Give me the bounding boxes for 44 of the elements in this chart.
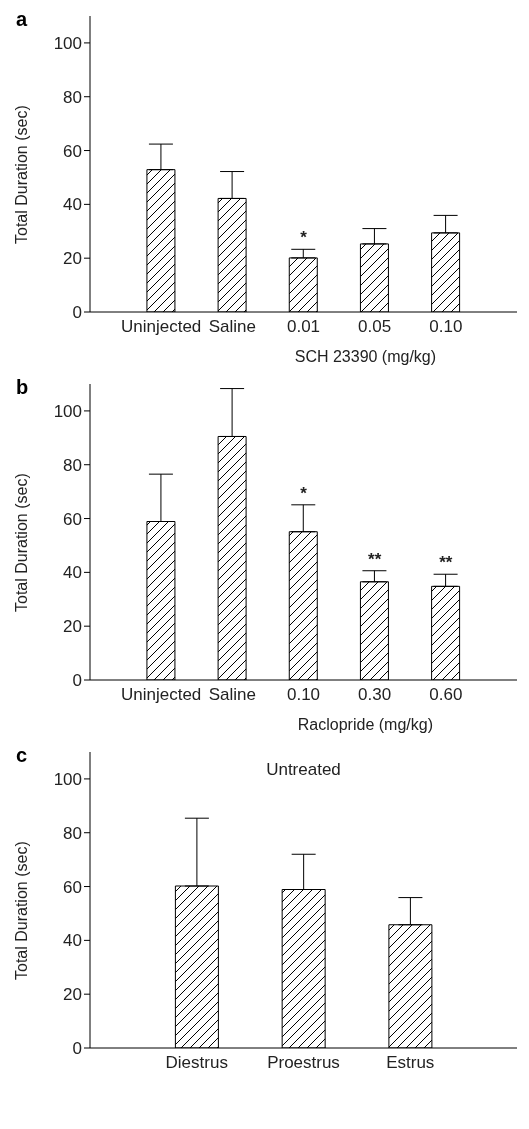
y-tick-label: 100 — [53, 33, 82, 53]
x-tick-label: Diestrus — [165, 1053, 228, 1073]
chart-title: b — [16, 376, 29, 399]
y-tick-label: 100 — [53, 769, 82, 789]
y-tick-label: 40 — [63, 563, 82, 583]
y-tick-label: 40 — [63, 195, 82, 215]
y-tick-label: 20 — [63, 249, 82, 269]
x-tick-label: Saline — [208, 685, 256, 705]
y-tick-label: 20 — [63, 985, 82, 1005]
x-tick-label: 0.10 — [286, 685, 321, 705]
x-tick-label: Saline — [208, 317, 256, 337]
y-axis-title: Total Duration (sec) — [12, 473, 30, 612]
annotation: * — [300, 483, 308, 503]
x-tick-label: Estrus — [386, 1053, 435, 1073]
y-tick-label: 100 — [53, 401, 82, 421]
x-tick-label: 0.60 — [429, 685, 463, 705]
y-tick-label: 0 — [72, 1039, 82, 1059]
x-tick-label: 0.01 — [286, 317, 321, 337]
y-tick-label: 60 — [63, 509, 82, 529]
y-tick-label: 20 — [63, 617, 82, 637]
x-tick-label: 0.10 — [429, 317, 463, 337]
annotation: ** — [368, 549, 382, 569]
x-axis-title: Raclopride (mg/kg) — [296, 716, 434, 734]
y-tick-label: 80 — [63, 87, 82, 107]
x-tick-label: Uninjected — [121, 685, 202, 705]
y-tick-label: 0 — [72, 671, 82, 691]
x-tick-label: 0.30 — [358, 685, 392, 705]
y-tick-label: 0 — [72, 303, 82, 323]
y-tick-label: 80 — [63, 455, 82, 475]
chart-title: c — [16, 744, 28, 767]
y-tick-label: 80 — [63, 823, 82, 843]
y-tick-label: 60 — [63, 877, 82, 897]
x-axis-title: SCH 23390 (mg/kg) — [293, 348, 438, 366]
y-axis-title: Total Duration (sec) — [12, 841, 30, 980]
x-tick-label: Uninjected — [121, 317, 202, 337]
chart-title: a — [16, 8, 28, 31]
y-tick-label: 60 — [63, 141, 82, 161]
annotation: * — [300, 228, 308, 248]
x-tick-label: Proestrus — [267, 1053, 340, 1073]
y-axis-title: Total Duration (sec) — [12, 105, 30, 244]
annotation: Untreated — [265, 760, 342, 780]
y-tick-label: 40 — [63, 931, 82, 951]
x-tick-label: 0.05 — [358, 317, 392, 337]
annotation: ** — [439, 553, 453, 573]
